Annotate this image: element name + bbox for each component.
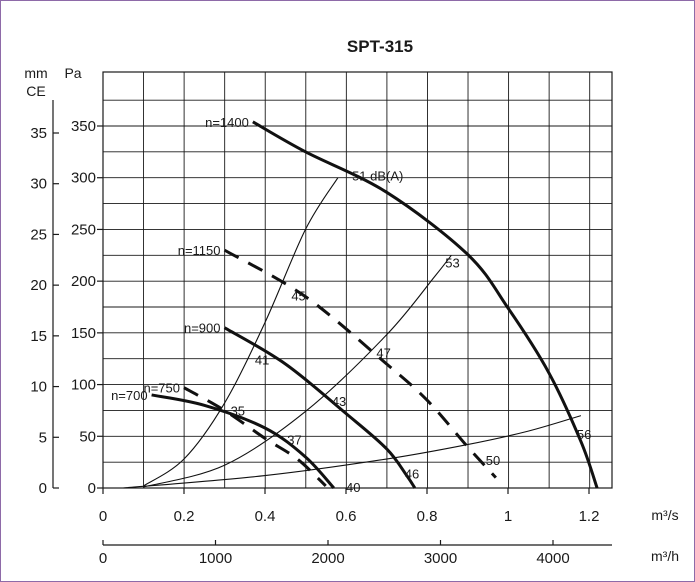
noise-curve-line (143, 254, 452, 488)
noise-level-label: 53 (445, 256, 459, 271)
y2-unit-label-line1: mm (24, 65, 47, 81)
curves (123, 120, 599, 490)
chart-title: SPT-315 (347, 37, 413, 56)
y2-tick-label: 10 (30, 379, 47, 396)
fan-curve-label: n=1150 (178, 243, 221, 258)
fan-curve-line (223, 326, 417, 489)
x2-unit-label: m³/h (651, 548, 679, 564)
x2-tick-label: 2000 (311, 550, 344, 567)
noise-level-label: 43 (332, 394, 346, 409)
noise-level-label: 51 dB(A) (352, 169, 403, 184)
fan-curve-line (151, 393, 335, 490)
y-unit-label: Pa (64, 65, 81, 81)
y-tick-label: 100 (71, 377, 96, 394)
noise-level-label: 47 (376, 346, 390, 361)
x2-tick-label: 4000 (536, 550, 569, 567)
x-tick-label: 1.2 (579, 508, 600, 525)
x2-tick-label: 1000 (199, 550, 232, 567)
x-tick-label: 0.8 (417, 508, 438, 525)
noise-level-label: 56 (577, 427, 591, 442)
fan-curve-line (183, 386, 327, 488)
fan-curve-label: n=900 (184, 321, 221, 336)
noise-level-label: 45 (291, 289, 305, 304)
fan-curve-label: n=700 (111, 388, 148, 403)
fan-curve-label: n=1400 (205, 115, 249, 130)
grid-lines (103, 72, 612, 488)
fan-curve-label: n=750 (143, 381, 180, 396)
noise-level-label: 50 (486, 453, 500, 468)
x2-tick-label: 3000 (424, 550, 457, 567)
y2-tick-label: 25 (30, 226, 47, 243)
y-tick-label: 200 (71, 273, 96, 290)
fan-curve-line (252, 120, 599, 489)
noise-level-label: 46 (405, 467, 419, 482)
y2-tick-label: 35 (30, 125, 47, 142)
axes (52, 71, 613, 546)
noise-curve-line (123, 415, 582, 489)
noise-level-label: 35 (231, 403, 245, 418)
x-tick-label: 0.4 (255, 508, 276, 525)
y2-tick-label: 0 (39, 480, 47, 497)
y2-tick-label: 5 (39, 429, 47, 446)
noise-level-label: 37 (287, 432, 301, 447)
plot-area-border (102, 71, 613, 489)
y-tick-label: 0 (88, 480, 96, 497)
y2-tick-label: 20 (30, 277, 47, 294)
x-tick-label: 1 (504, 508, 512, 525)
noise-level-label: 40 (346, 480, 360, 495)
noise-level-label: 41 (255, 353, 269, 368)
x-unit-label: m³/s (651, 507, 678, 523)
y-tick-label: 300 (71, 170, 96, 187)
noise-curve-line (143, 177, 339, 487)
x-tick-label: 0.6 (336, 508, 357, 525)
x2-tick-label: 0 (99, 550, 107, 567)
y-tick-label: 50 (79, 428, 96, 445)
y2-unit-label-line2: CE (26, 83, 45, 99)
y-tick-label: 250 (71, 221, 96, 238)
y-tick-label: 150 (71, 325, 96, 342)
y2-tick-label: 30 (30, 176, 47, 193)
y2-tick-label: 15 (30, 328, 47, 345)
y-tick-label: 350 (71, 118, 96, 135)
tick-labels: 0 0.2 0.4 0.6 0.8 1 1.20 1000 2000 3000 4000050100… (30, 118, 599, 567)
x-tick-label: 0 (99, 508, 107, 525)
x-tick-label: 0.2 (174, 508, 195, 525)
